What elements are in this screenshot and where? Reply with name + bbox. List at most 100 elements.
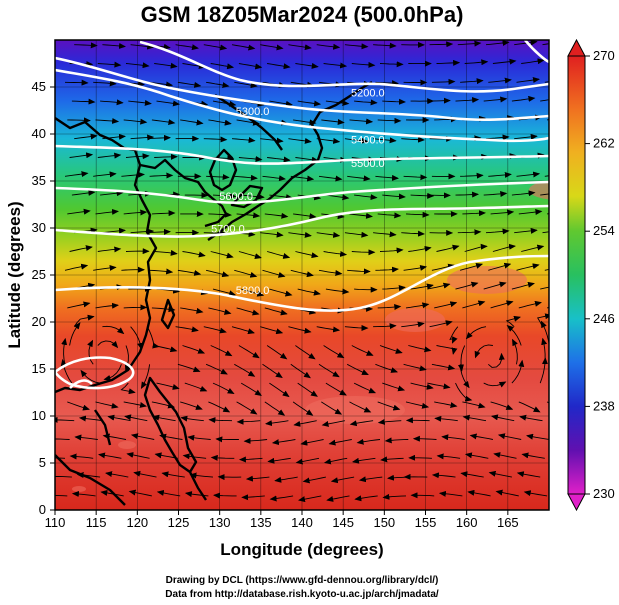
streamline: [123, 209, 148, 216]
streamline: [459, 263, 484, 271]
streamline: [354, 99, 378, 106]
streamline: [438, 490, 463, 497]
x-tick-label: 120: [126, 515, 148, 530]
streamline: [377, 304, 402, 311]
streamline: [518, 300, 542, 309]
streamline: [149, 268, 174, 275]
streamline: [540, 286, 549, 290]
streamline: [80, 369, 101, 384]
streamline: [295, 345, 316, 360]
streamline: [483, 96, 508, 103]
streamline: [264, 401, 286, 416]
streamline: [55, 473, 72, 480]
streamline: [206, 81, 230, 89]
streamline: [262, 175, 286, 182]
streamline: [262, 363, 283, 379]
streamline: [518, 401, 541, 413]
streamline: [401, 321, 425, 328]
streamline: [321, 118, 345, 125]
warm-patch: [305, 396, 405, 424]
streamline: [318, 175, 343, 182]
streamline: [154, 62, 178, 69]
streamline: [464, 59, 489, 66]
streamline: [74, 434, 98, 441]
streamline: [69, 152, 94, 159]
streamline: [241, 193, 265, 200]
streamline: [100, 99, 124, 106]
streamline: [490, 209, 515, 216]
streamline: [231, 44, 256, 51]
streamline: [434, 301, 458, 309]
streamline: [100, 190, 124, 197]
streamline: [267, 63, 291, 70]
streamline: [526, 433, 549, 440]
streamline: [236, 418, 261, 425]
streamline: [460, 172, 484, 179]
streamline: [379, 345, 403, 354]
streamline: [236, 401, 258, 415]
streamline: [151, 119, 176, 126]
streamline: [323, 457, 348, 465]
streamline: [431, 78, 456, 85]
streamline: [431, 472, 456, 479]
streamline: [542, 43, 549, 46]
streamline: [97, 340, 119, 349]
streamline: [182, 251, 206, 258]
streamline: [321, 420, 345, 427]
streamline: [316, 326, 341, 333]
contour-label: 5300.0: [236, 106, 270, 118]
streamline: [483, 381, 507, 388]
streamline: [74, 42, 98, 49]
streamline: [267, 457, 291, 464]
y-tick-label: 25: [32, 267, 46, 282]
streamline: [71, 490, 96, 497]
credit-line-1: Drawing by DCL (https://www.gfd-dennou.o…: [166, 575, 439, 586]
streamline: [269, 495, 294, 502]
streamline: [540, 99, 549, 102]
streamline: [121, 171, 145, 178]
streamline: [493, 452, 517, 459]
streamline: [316, 231, 341, 238]
streamline: [373, 42, 397, 49]
streamline: [384, 437, 409, 444]
y-tick-label: 20: [32, 314, 46, 329]
streamline: [69, 322, 81, 346]
streamline: [105, 471, 129, 478]
streamline: [180, 119, 204, 126]
coastlines: [55, 80, 373, 506]
streamline: [231, 137, 256, 144]
streamline: [429, 41, 454, 48]
streamline: [210, 454, 235, 461]
contour-label: 5400.0: [351, 134, 385, 146]
streamline: [318, 269, 343, 277]
streamline: [271, 439, 296, 446]
streamline: [121, 266, 145, 273]
streamline: [128, 99, 152, 106]
colorbar-tick-label: 246: [593, 311, 615, 326]
streamline: [325, 288, 350, 295]
y-tick-label: 5: [39, 455, 46, 470]
streamline: [187, 434, 211, 441]
streamline: [130, 433, 155, 440]
streamline: [154, 153, 178, 160]
streamline: [514, 227, 538, 234]
streamline: [316, 43, 341, 50]
streamline: [462, 210, 486, 217]
streamline: [436, 453, 461, 460]
streamline: [184, 491, 209, 498]
streamline: [97, 152, 122, 159]
x-tick-label: 140: [291, 515, 313, 530]
wind-streamlines: [55, 40, 549, 503]
streamline: [243, 437, 268, 444]
streamline: [210, 63, 235, 70]
streamline: [379, 61, 404, 68]
streamline: [523, 490, 548, 497]
streamline: [412, 435, 437, 442]
streamline: [505, 315, 521, 328]
streamline: [488, 470, 512, 478]
streamline: [449, 326, 459, 344]
streamline: [212, 100, 237, 107]
streamline: [241, 288, 265, 297]
streamline: [95, 401, 119, 409]
streamline: [297, 100, 322, 107]
